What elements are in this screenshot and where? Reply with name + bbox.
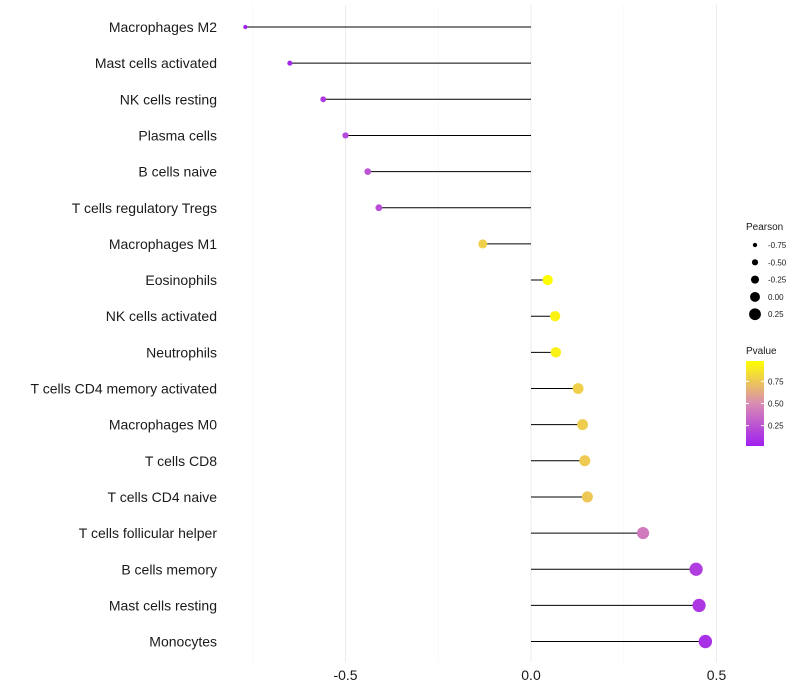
lollipop-point	[550, 347, 562, 358]
category-label: B cells naive	[138, 164, 217, 180]
size-legend-key	[750, 291, 760, 302]
category-label: Mast cells activated	[95, 55, 217, 71]
color-legend-label: 0.25	[768, 422, 784, 431]
size-legend-title: Pearson	[746, 222, 783, 233]
lollipop-point	[320, 96, 327, 103]
lollipop-point	[698, 634, 713, 649]
x-tick-label: 0.5	[707, 667, 727, 683]
lollipop-point	[542, 274, 553, 286]
category-label: Mast cells resting	[109, 597, 217, 613]
x-tick-label: -0.5	[333, 667, 357, 683]
category-label: T cells regulatory Tregs	[72, 200, 217, 216]
color-legend-ticks: 0.75 0.50 0.25	[746, 377, 784, 431]
lollipop-point	[636, 527, 650, 540]
lollipop-point	[478, 239, 488, 249]
color-legend-title: Pvalue	[746, 346, 777, 357]
category-label: B cells memory	[121, 561, 217, 577]
size-legend-label: -0.25	[768, 276, 787, 285]
pvalue-colorbar	[746, 361, 764, 446]
category-label: Neutrophils	[146, 344, 217, 360]
size-legend: -0.75 -0.50 -0.25 0.00 0.25	[749, 241, 787, 321]
size-legend-key	[751, 259, 759, 266]
color-legend-label: 0.50	[768, 400, 784, 409]
category-label: Monocytes	[149, 634, 217, 650]
size-legend-label: 0.00	[768, 293, 784, 302]
lollipop-point	[549, 310, 561, 322]
category-label: T cells CD4 memory activated	[31, 381, 217, 397]
category-label: T cells CD4 naive	[108, 489, 218, 505]
grid-lines	[252, 5, 717, 662]
color-legend-label: 0.75	[768, 377, 784, 386]
category-labels: Macrophages M2 Mast cells activated NK cel…	[31, 19, 218, 650]
size-legend-key	[750, 275, 760, 284]
category-label: Plasma cells	[138, 127, 217, 143]
lollipop-point	[689, 562, 703, 576]
x-axis-ticks: -0.5 0.0 0.5	[333, 667, 726, 683]
lollipop-point	[342, 132, 349, 139]
category-label: Macrophages M2	[109, 19, 217, 35]
category-label: T cells follicular helper	[79, 525, 218, 541]
lollipop-point	[364, 168, 372, 175]
lollipop-stems	[245, 26, 706, 643]
category-label: Macrophages M0	[109, 417, 217, 433]
lollipop-point	[572, 383, 584, 394]
lollipop-point	[692, 598, 706, 613]
lollipop-point	[579, 455, 591, 467]
size-legend-label: -0.50	[768, 258, 787, 267]
lollipop-points	[243, 24, 713, 649]
lollipop-point	[581, 491, 593, 503]
category-label: Eosinophils	[145, 272, 217, 288]
lollipop-point	[375, 204, 383, 212]
size-legend-label: -0.75	[768, 241, 787, 250]
size-legend-key	[752, 242, 758, 248]
category-label: NK cells activated	[106, 308, 217, 324]
lollipop-point	[243, 24, 248, 30]
legends: Pearson -0.75 -0.50 -0.25 0.00 0.25 Pvalue 0…	[746, 222, 787, 446]
lollipop-point	[577, 419, 589, 431]
size-legend-key	[749, 308, 761, 321]
x-tick-label: 0.0	[521, 667, 541, 683]
lollipop-point	[287, 60, 293, 66]
category-label: Macrophages M1	[109, 236, 217, 252]
category-label: NK cells resting	[120, 91, 217, 107]
size-legend-label: 0.25	[768, 310, 784, 319]
category-label: T cells CD8	[145, 453, 217, 469]
